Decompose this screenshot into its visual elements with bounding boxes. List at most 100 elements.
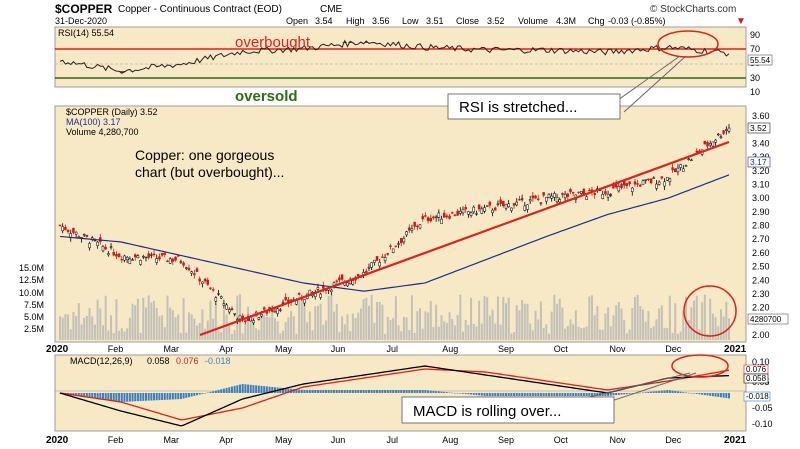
price-tick: 2.60 <box>752 248 770 258</box>
histogram-bar <box>408 390 411 393</box>
price-tick: 3.20 <box>752 166 770 176</box>
volume-bar <box>566 326 569 340</box>
histogram-bar <box>182 393 185 399</box>
histogram-bar <box>273 387 276 393</box>
candle-body <box>163 252 167 255</box>
candle-body <box>391 248 395 253</box>
volume-bar <box>676 333 679 340</box>
histogram-bar <box>566 393 569 396</box>
overbought-text: overbought <box>235 34 311 51</box>
volume-label: Volume <box>518 16 548 26</box>
histogram-bar <box>400 390 403 393</box>
volume-bar <box>521 300 524 340</box>
candle-body <box>440 218 443 225</box>
volume-tag-text: 4280700 <box>750 315 782 324</box>
histogram-bar <box>343 390 346 393</box>
candle-body <box>459 210 462 214</box>
volume-bar <box>128 317 131 340</box>
volume-bar <box>650 327 653 340</box>
candle-body <box>203 278 207 282</box>
volume-bar <box>287 317 290 340</box>
volume-bar <box>456 314 459 340</box>
volume-bar <box>131 303 134 340</box>
histogram-bar <box>239 384 242 393</box>
volume-bar <box>198 322 201 340</box>
volume-bar <box>558 298 561 340</box>
volume-bar <box>531 330 534 340</box>
candle-body <box>507 203 510 208</box>
histogram-bar <box>85 393 88 397</box>
candle-body <box>437 212 441 218</box>
volume-bar <box>451 319 454 340</box>
candle-body <box>515 201 518 206</box>
volume-bar <box>249 320 252 340</box>
candle-body <box>534 195 537 199</box>
candle-body <box>579 191 583 194</box>
rsi-callout-text: RSI is stretched... <box>459 99 577 116</box>
histogram-bar <box>505 393 507 396</box>
volume-bar <box>453 325 456 340</box>
rsi-callout-pointer <box>617 55 681 101</box>
volume-bar <box>478 300 481 340</box>
candle-body <box>88 243 91 249</box>
volume-bar <box>405 317 408 340</box>
x-axis-macd: 2020 2021 Feb Mar Apr May Jun Jul Aug Sep Oct Nov… <box>46 435 747 446</box>
histogram-bar <box>596 393 599 396</box>
volume-bar <box>252 312 255 340</box>
candle-body <box>714 139 717 143</box>
volume-bar <box>110 315 113 340</box>
histogram-bar <box>529 393 532 396</box>
histogram-bar <box>419 390 422 393</box>
volume-bar <box>427 312 430 340</box>
volume-bars <box>59 294 730 340</box>
chart-name: Copper - Continuous Contract (EOD) <box>118 4 282 15</box>
histogram-bar <box>443 391 446 393</box>
candle-body <box>620 183 623 188</box>
volume-bar <box>187 312 190 340</box>
price-tick: 2.30 <box>752 289 770 299</box>
candle-body <box>496 203 500 205</box>
volume-bar <box>247 306 250 340</box>
volume-bar <box>467 325 470 340</box>
volume-bar <box>693 300 696 340</box>
candle-body <box>480 208 484 214</box>
histogram-bar <box>658 390 661 393</box>
volume-bar <box>429 301 432 340</box>
volume-bar <box>491 309 494 340</box>
volume-bar <box>271 304 274 340</box>
volume-bar <box>346 314 349 340</box>
candle-body <box>257 317 261 320</box>
year-end-label: 2021 <box>724 344 747 355</box>
ma100-line <box>59 174 730 292</box>
histogram-bar <box>499 393 502 396</box>
histogram-bar <box>158 393 161 401</box>
volume-bar <box>174 317 177 340</box>
volume-bar <box>515 305 518 340</box>
volume-tick: 2.5M <box>24 324 44 334</box>
histogram-bar <box>674 390 677 393</box>
candle-body <box>469 212 473 216</box>
histogram-bar <box>338 390 341 393</box>
histogram-bar <box>550 393 553 396</box>
histogram-bar <box>91 393 94 398</box>
volume-bar <box>300 300 303 340</box>
candle-body <box>214 297 218 302</box>
volume-bar <box>166 295 169 340</box>
candle-body <box>657 181 661 185</box>
high-value: 3.56 <box>372 16 390 26</box>
histogram-bar <box>416 390 419 393</box>
histogram-bar <box>679 391 682 393</box>
volume-bar <box>523 303 526 340</box>
candle-body <box>477 204 481 210</box>
volume-bar <box>107 330 110 340</box>
histogram-bar <box>671 390 674 393</box>
candle-body <box>168 258 172 264</box>
candle-body <box>402 237 406 243</box>
candle-body <box>85 234 89 237</box>
price-tick: 3.40 <box>752 138 770 148</box>
histogram-bar <box>722 393 725 398</box>
candle-body <box>663 181 666 187</box>
histogram-bar <box>384 390 387 393</box>
macd-tag-hist-text: -0.018 <box>746 392 769 401</box>
histogram-bar <box>719 393 722 398</box>
